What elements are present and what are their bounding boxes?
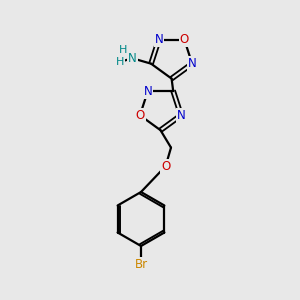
Text: O: O	[180, 33, 189, 46]
Text: N: N	[143, 85, 152, 98]
Text: O: O	[161, 160, 170, 173]
Text: N: N	[154, 33, 163, 46]
Text: N: N	[177, 109, 185, 122]
Text: N: N	[188, 57, 197, 70]
Text: O: O	[135, 109, 145, 122]
Text: H: H	[119, 45, 127, 55]
Text: N: N	[128, 52, 137, 65]
Text: H: H	[116, 57, 124, 67]
Text: Br: Br	[134, 257, 148, 271]
